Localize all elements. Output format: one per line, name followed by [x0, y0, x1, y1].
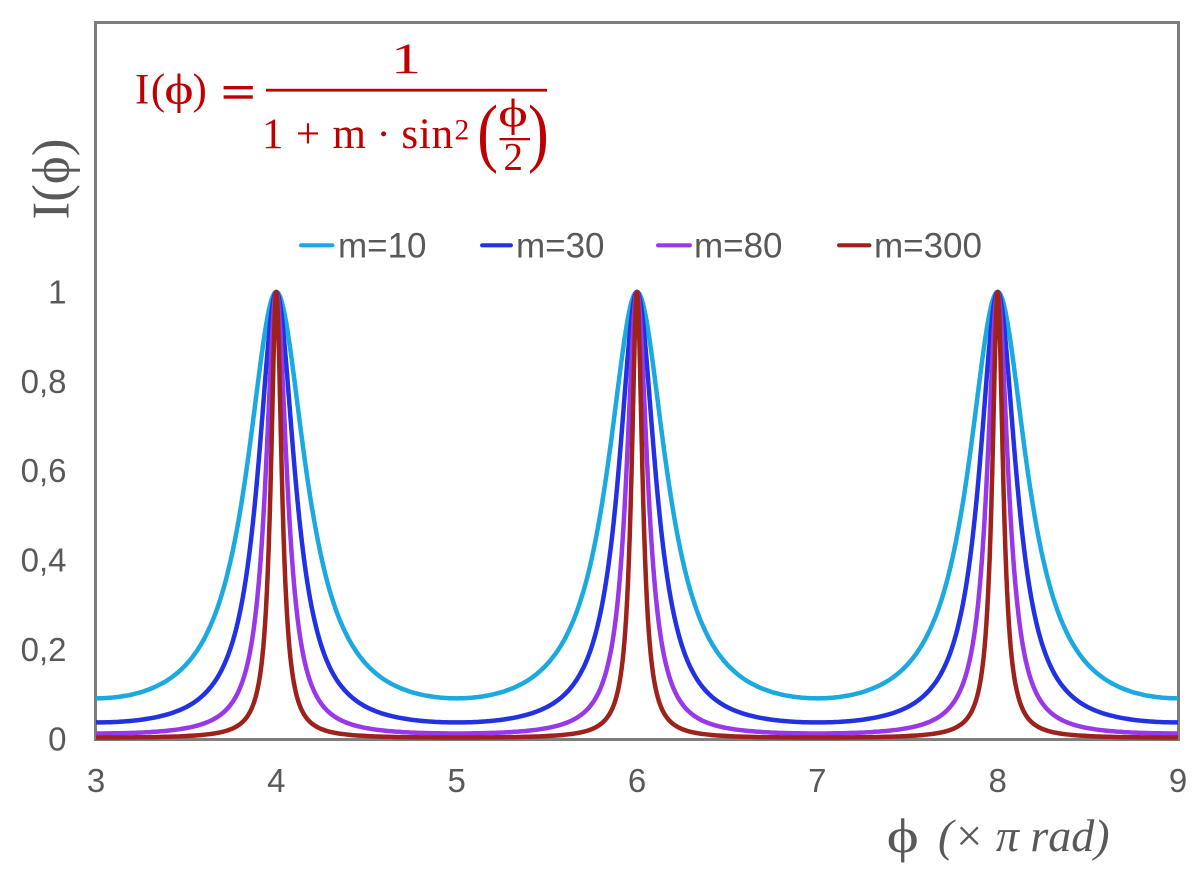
svg-text:I(ϕ): I(ϕ) — [23, 139, 81, 220]
svg-text:m=300: m=300 — [874, 226, 982, 265]
svg-text:m=80: m=80 — [694, 226, 783, 265]
svg-text:3: 3 — [87, 762, 105, 799]
svg-text:4: 4 — [267, 762, 285, 799]
svg-text:0,4: 0,4 — [21, 542, 67, 579]
svg-text:0: 0 — [48, 720, 66, 757]
svg-text:7: 7 — [808, 762, 826, 799]
svg-text:5: 5 — [448, 762, 466, 799]
svg-text:0,2: 0,2 — [21, 631, 67, 668]
svg-text:1: 1 — [48, 273, 66, 310]
svg-text:2: 2 — [455, 115, 470, 147]
svg-text:m=30: m=30 — [516, 226, 605, 265]
svg-text:m=10: m=10 — [338, 226, 427, 265]
svg-text:9: 9 — [1169, 762, 1187, 799]
svg-text:ϕ: ϕ — [887, 809, 919, 863]
svg-text:0,8: 0,8 — [21, 363, 67, 400]
svg-text:6: 6 — [628, 762, 646, 799]
svg-text:): ) — [193, 66, 207, 113]
svg-text:I(: I( — [135, 66, 167, 113]
svg-text:): ) — [528, 91, 549, 175]
svg-text:1: 1 — [391, 35, 421, 83]
svg-text:ϕ: ϕ — [164, 65, 193, 112]
svg-text:1 + m ∙ sin: 1 + m ∙ sin — [262, 111, 454, 158]
svg-text:0,6: 0,6 — [21, 452, 67, 489]
svg-text:8: 8 — [989, 762, 1007, 799]
svg-text:ϕ: ϕ — [498, 91, 528, 136]
svg-text:(× π rad): (× π rad) — [938, 810, 1110, 861]
svg-text:(: ( — [477, 91, 498, 175]
svg-text:2: 2 — [504, 136, 524, 179]
